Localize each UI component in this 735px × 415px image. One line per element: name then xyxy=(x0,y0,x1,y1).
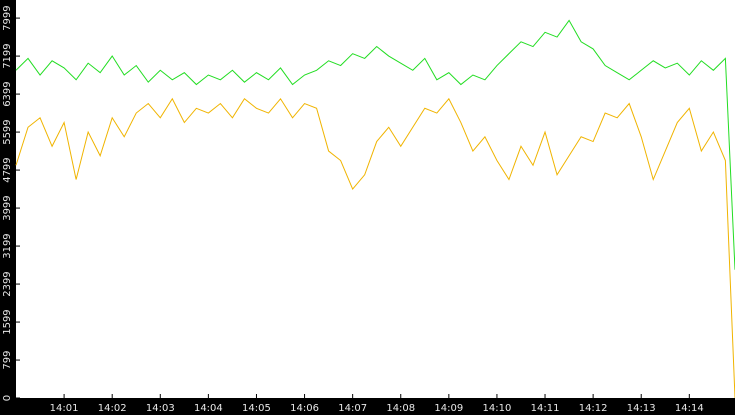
x-tick-label: 14:08 xyxy=(386,403,415,414)
y-tick-label: 7199 xyxy=(2,43,13,68)
x-tick-label: 14:05 xyxy=(242,403,271,414)
y-tick-label: 7999 xyxy=(2,5,13,30)
x-tick-label: 14:09 xyxy=(434,403,463,414)
x-tick-label: 14:01 xyxy=(50,403,79,414)
y-tick-label: 0 xyxy=(2,395,13,401)
x-tick-label: 14:04 xyxy=(194,403,223,414)
x-tick-label: 14:12 xyxy=(579,403,608,414)
y-tick-label: 5599 xyxy=(2,119,13,144)
y-tick-label: 4799 xyxy=(2,157,13,182)
series-line xyxy=(15,97,735,399)
x-tick-label: 14:13 xyxy=(627,403,656,414)
x-tick-label: 14:03 xyxy=(146,403,175,414)
y-tick-label: 3199 xyxy=(2,233,13,258)
x-tick-label: 14:02 xyxy=(98,403,127,414)
x-tick-label: 14:06 xyxy=(290,403,319,414)
x-tick-label: 14:11 xyxy=(531,403,560,414)
y-tick-label: 6399 xyxy=(2,81,13,106)
x-tick-label: 14:10 xyxy=(483,403,512,414)
y-tick-label: 2399 xyxy=(2,271,13,296)
y-tick-label: 1599 xyxy=(2,309,13,334)
y-tick-label: 799 xyxy=(2,351,13,370)
x-tick-label: 14:07 xyxy=(338,403,367,414)
x-tick-label: 14:14 xyxy=(675,403,704,414)
series-line xyxy=(15,19,735,270)
plot-area xyxy=(16,0,735,398)
y-tick-label: 3999 xyxy=(2,195,13,220)
